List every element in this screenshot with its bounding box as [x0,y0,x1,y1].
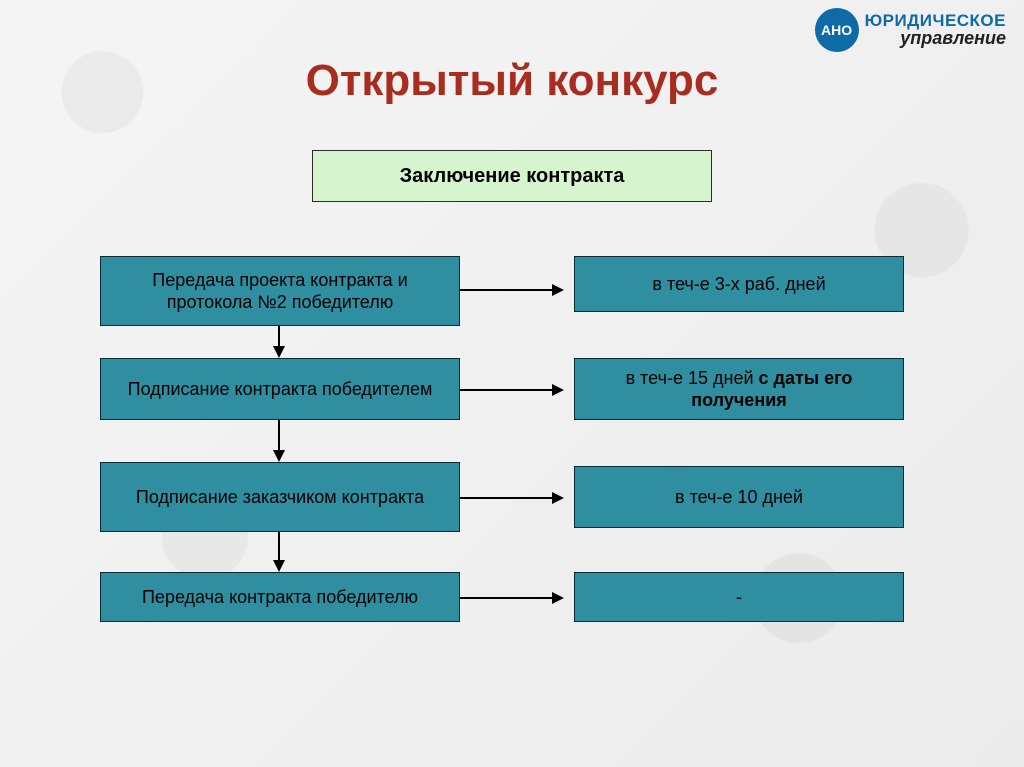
step-left-2: Подписание контракта победителем [100,358,460,420]
arrow-down-2 [278,420,280,460]
step-left-4: Передача контракта победителю [100,572,460,622]
arrow-right-1 [460,289,562,291]
step-left-3: Подписание заказчиком контракта [100,462,460,532]
flow-header: Заключение контракта [312,150,712,202]
logo-line2: управление [865,29,1006,48]
logo: АНО ЮРИДИЧЕСКОЕ управление [815,8,1006,52]
step-right-3: в теч-е 10 дней [574,466,904,528]
step-right-4: - [574,572,904,622]
arrow-down-3 [278,532,280,570]
step-right-2: в теч-е 15 дней с даты его получения [574,358,904,420]
page-title: Открытый конкурс [0,56,1024,106]
logo-badge: АНО [815,8,859,52]
arrow-down-1 [278,326,280,356]
logo-line1: ЮРИДИЧЕСКОЕ [865,12,1006,30]
arrow-right-2 [460,389,562,391]
step-right-1: в теч-е 3-х раб. дней [574,256,904,312]
arrow-right-4 [460,597,562,599]
arrow-right-3 [460,497,562,499]
step-left-1: Передача проекта контракта и протокола №… [100,256,460,326]
logo-text: ЮРИДИЧЕСКОЕ управление [865,12,1006,49]
